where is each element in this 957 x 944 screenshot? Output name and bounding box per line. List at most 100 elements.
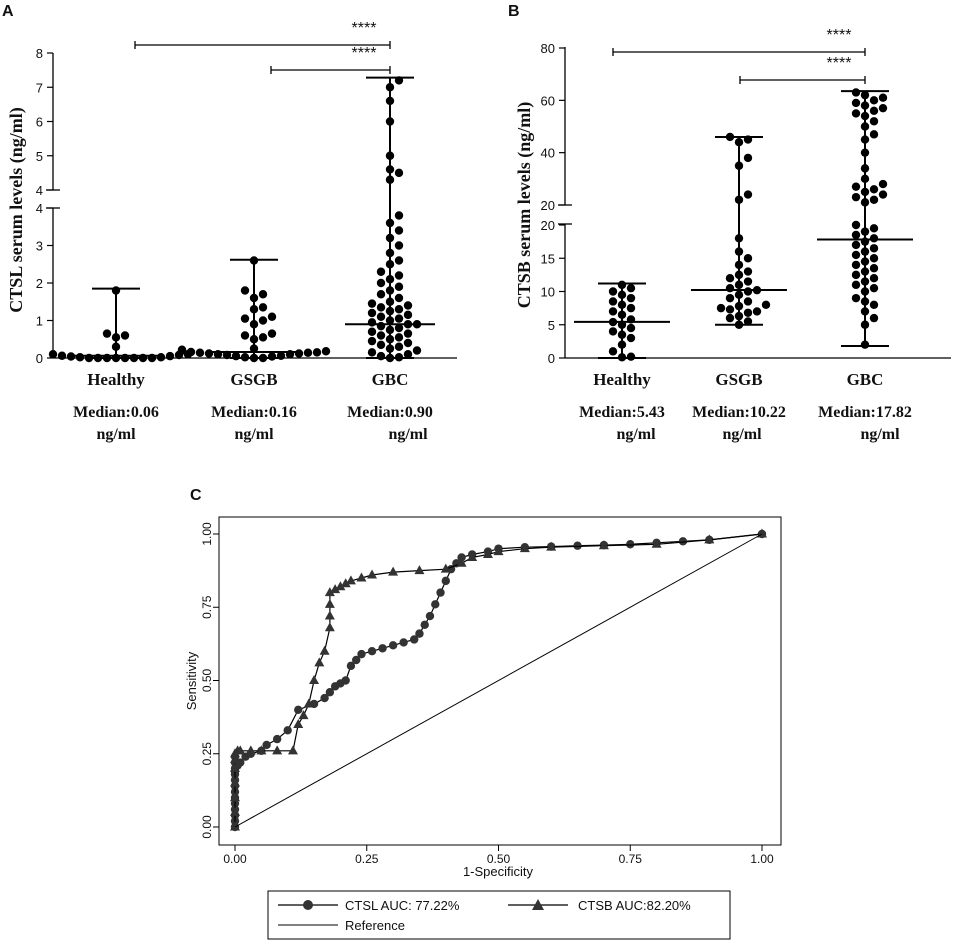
category-label: Healthy: [593, 370, 651, 389]
roc-point-ctsb: [704, 534, 715, 544]
y-ticks-b: 80 60 40 20 20 15 10 5 0: [541, 41, 565, 366]
data-point-healthy: [626, 323, 636, 333]
significance-b: **** ****: [612, 27, 866, 84]
roc-point-ctsb: [482, 549, 493, 559]
data-point-gbc: [394, 314, 404, 323]
data-point-gbc: [376, 303, 386, 312]
roc-point-ctsl: [436, 588, 445, 597]
panel-letter-a: A: [2, 3, 14, 20]
data-point-gbc: [385, 151, 395, 160]
y-tick-label: 10: [541, 285, 555, 300]
data-point-healthy: [626, 283, 636, 293]
y-tick-label: 8: [36, 46, 43, 61]
roc-point-ctsb: [256, 745, 267, 755]
data-point-gbc: [385, 325, 395, 335]
roc-point-ctsb: [335, 581, 346, 591]
data-point-gbc: [860, 287, 870, 296]
data-point-gbc: [367, 308, 377, 318]
data-point-gbc: [394, 342, 404, 351]
data-point-gsgb: [743, 153, 753, 163]
roc-point-ctsb: [356, 572, 367, 582]
data-point-gbc: [376, 351, 386, 361]
data-point-gbc: [394, 282, 404, 291]
y-tick-label: 1.00: [200, 522, 214, 546]
data-point-gsgb: [734, 138, 744, 147]
data-point-gbc: [385, 117, 395, 126]
roc-point-ctsl: [388, 641, 398, 650]
y-axis-label-b: CTSB serum levels (ng/ml): [514, 102, 535, 309]
data-point-gbc: [376, 321, 386, 331]
data-point-gbc: [860, 247, 870, 256]
roc-point-ctsb: [230, 777, 240, 787]
data-point-gbc: [860, 227, 870, 236]
data-point-gbc: [394, 76, 404, 85]
data-point-gbc: [869, 254, 879, 263]
panel-letter-b: B: [508, 3, 520, 20]
roc-point-ctsb: [467, 551, 478, 561]
data-point-healthy: [111, 286, 121, 295]
x-tick-label: 0.00: [223, 852, 247, 866]
y-tick-label: 20: [541, 218, 555, 233]
data-point-healthy: [617, 320, 627, 329]
data-point-gbc: [851, 250, 861, 260]
data-point-gbc: [385, 286, 395, 295]
roc-point-ctsb: [235, 745, 246, 755]
data-point-gbc: [385, 83, 395, 92]
data-point-gsgb: [267, 352, 277, 361]
y-axis-label-a: CTSL serum levels (ng/ml): [6, 107, 27, 313]
data-point-gbc: [367, 327, 377, 336]
x-tick-label: 0.25: [355, 852, 379, 866]
data-point-gbc: [403, 320, 413, 329]
data-point-gbc: [878, 93, 888, 102]
y-tick-label: 6: [36, 115, 43, 130]
data-point-gbc: [394, 333, 404, 342]
significance-label: ****: [352, 45, 377, 62]
roc-point-ctsb: [298, 710, 309, 720]
data-point-gsgb: [186, 347, 196, 357]
roc-point-ctsl: [441, 576, 450, 586]
data-point-gbc: [869, 195, 879, 204]
data-point-gbc: [394, 226, 404, 235]
roc-point-ctsl: [420, 620, 429, 630]
roc-point-ctsb: [230, 821, 240, 831]
data-point-gbc: [851, 98, 861, 108]
roc-point-ctsb: [293, 718, 304, 728]
data-point-gbc: [851, 240, 861, 250]
y-tick-label: 0.25: [200, 742, 214, 766]
data-point-gsgb: [734, 320, 744, 329]
data-point-gbc: [860, 307, 870, 316]
data-point-gbc: [860, 187, 870, 197]
roc-point-ctsb: [324, 587, 335, 597]
data-point-healthy: [120, 353, 130, 363]
y-tick-label: 0.50: [200, 668, 214, 692]
data-point-healthy: [617, 353, 627, 362]
data-point-gbc: [878, 190, 888, 199]
data-point-gbc: [860, 198, 870, 207]
data-point-gsgb: [213, 350, 223, 359]
data-point-gsgb: [249, 353, 259, 363]
data-point-gbc: [385, 306, 395, 316]
roc-point-ctsl: [378, 644, 387, 653]
data-point-healthy: [93, 353, 103, 363]
roc-point-ctsl: [457, 553, 466, 562]
roc-point-ctsb: [314, 657, 325, 667]
data-point-gbc: [376, 290, 386, 299]
data-point-healthy: [617, 330, 627, 339]
data-point-gsgb: [312, 348, 322, 357]
data-point-gbc: [385, 344, 395, 353]
y-axis-label-c: Sensitivity: [184, 651, 199, 710]
data-point-gbc: [385, 316, 395, 325]
roc-point-ctsb: [230, 792, 240, 802]
data-point-gbc: [851, 280, 861, 290]
significance-label: ****: [352, 20, 377, 37]
roc-point-ctsl: [399, 638, 408, 647]
data-point-gsgb: [743, 277, 753, 286]
y-tick-label: 7: [36, 80, 43, 95]
data-point-gsgb: [285, 350, 295, 359]
data-point-gbc: [367, 336, 377, 346]
roc-point-ctsl: [272, 734, 282, 744]
data-point-healthy: [608, 327, 618, 336]
roc-point-ctsb: [309, 675, 320, 684]
data-point-gsgb: [258, 353, 268, 363]
y-tick-label: 60: [541, 93, 555, 108]
